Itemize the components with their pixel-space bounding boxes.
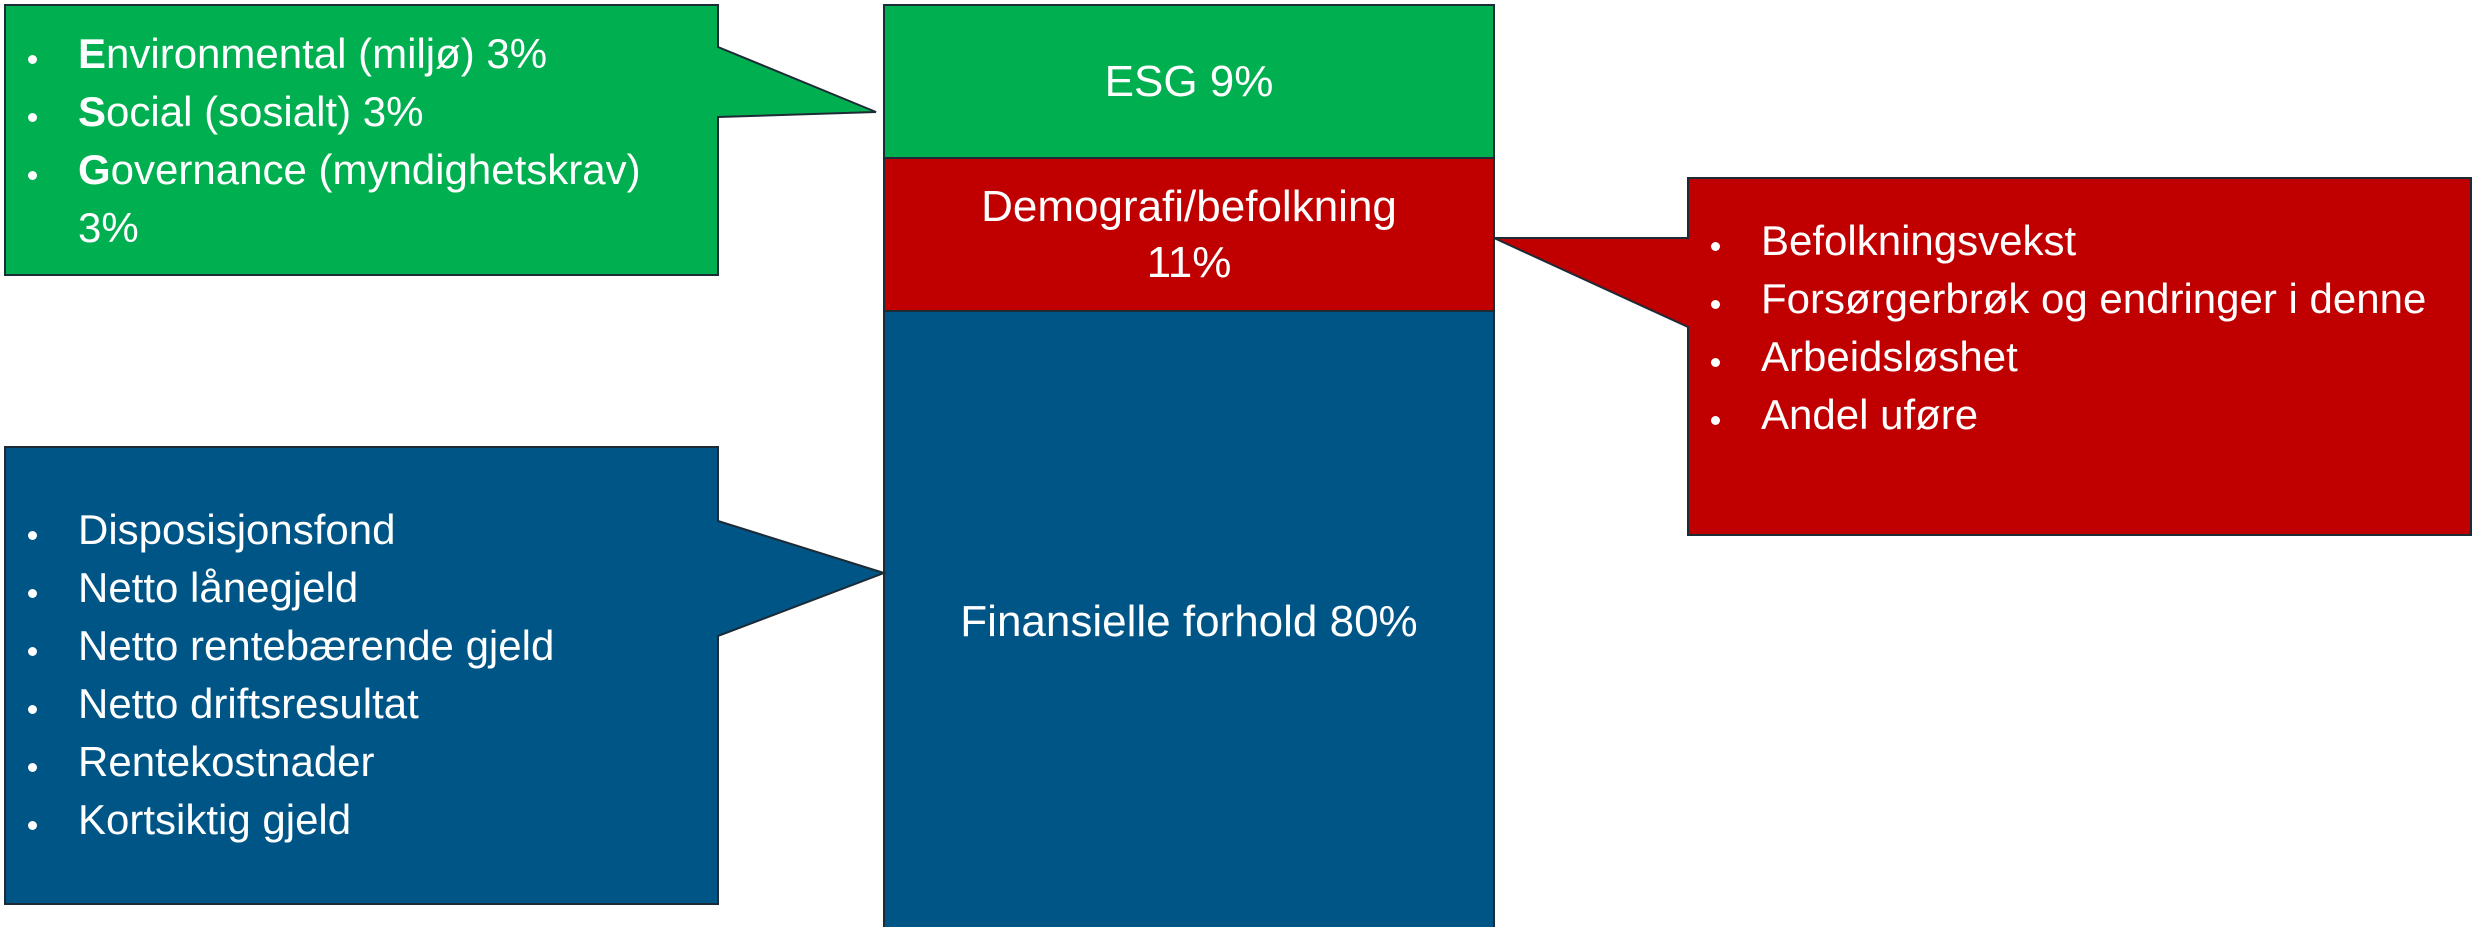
segment-label-box: Finansielle forhold 80% bbox=[884, 311, 1494, 933]
finans-segment bbox=[883, 310, 1495, 927]
bullet-item: Disposisjonsfond bbox=[52, 501, 732, 559]
segment-label-box: Demografi/befolkning 11% bbox=[884, 158, 1494, 311]
bullet-item: Befolkningsvekst bbox=[1735, 212, 2455, 270]
segment-label: Demografi/befolkning 11% bbox=[981, 181, 1397, 287]
bullet-item: Environmental (miljø) 3% bbox=[52, 25, 692, 83]
bullet-item: Netto driftsresultat bbox=[52, 675, 732, 733]
demografi-bullets: BefolkningsvekstForsørgerbrøk og endring… bbox=[1683, 212, 2455, 444]
finans-bullets: DisposisjonsfondNetto lånegjeldNetto ren… bbox=[0, 501, 732, 849]
bullet-item: Arbeidsløshet bbox=[1735, 328, 2455, 386]
bullet-item: Forsørgerbrøk og endringer i denne bbox=[1735, 270, 2455, 328]
bullet-item: Andel uføre bbox=[1735, 386, 2455, 444]
bullet-item: Netto lånegjeld bbox=[52, 559, 732, 617]
bullet-item: Governance (myndighetskrav) 3% bbox=[52, 141, 692, 257]
bullet-item: Kortsiktig gjeld bbox=[52, 791, 732, 849]
finans-callout bbox=[4, 446, 888, 905]
esg-callout bbox=[4, 4, 877, 276]
bullet-item: Social (sosialt) 3% bbox=[52, 83, 692, 141]
demografi-segment bbox=[883, 157, 1495, 312]
esg-bullets: Environmental (miljø) 3%Social (sosialt)… bbox=[0, 25, 692, 257]
esg-segment bbox=[883, 4, 1495, 159]
demografi-callout bbox=[1493, 177, 2472, 536]
segment-label: Finansielle forhold 80% bbox=[960, 597, 1418, 646]
bullet-item: Rentekostnader bbox=[52, 733, 732, 791]
segment-label-box: ESG 9% bbox=[884, 5, 1494, 158]
bullet-item: Netto rentebærende gjeld bbox=[52, 617, 732, 675]
segment-label: ESG 9% bbox=[1104, 56, 1274, 106]
